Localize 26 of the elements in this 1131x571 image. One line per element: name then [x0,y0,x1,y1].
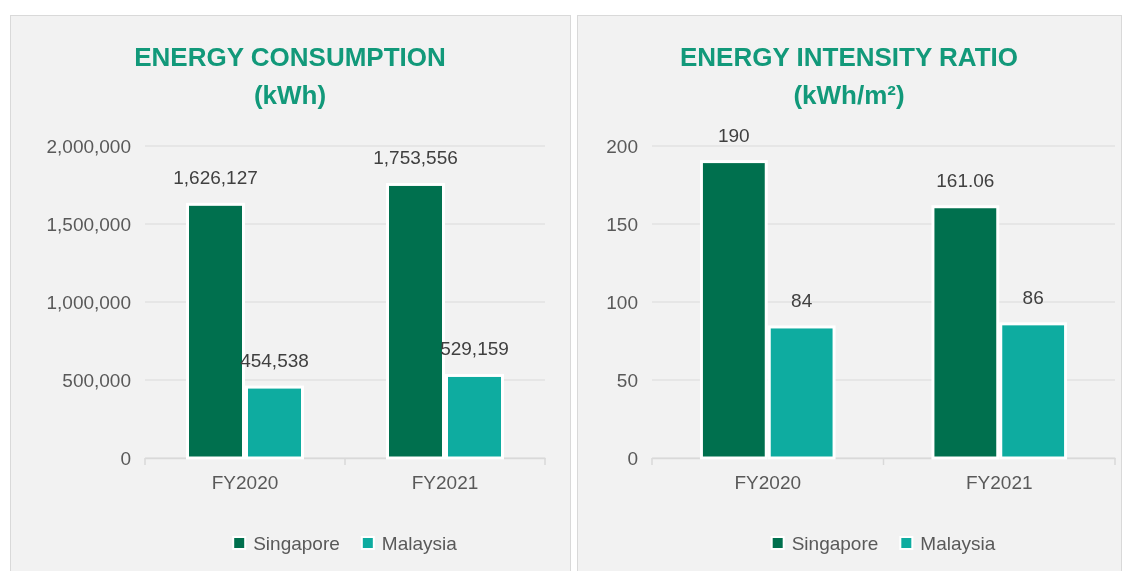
x-tick-label: FY2020 [211,472,279,494]
legend-label: Malaysia [381,533,458,554]
legend-label: Singapore [253,533,340,554]
y-tick-label: 1,000,000 [46,291,131,313]
y-tick-label: 100 [606,291,638,313]
chart-title: ENERGY CONSUMPTION (kWh) [134,42,446,110]
chart-title: ENERGY INTENSITY RATIO (kWh/m²) [679,42,1019,110]
data-label: 190 [717,124,750,146]
data-label: 84 [791,289,813,311]
legend-label: Malaysia [920,533,996,554]
y-tick-label: 500,000 [62,369,131,391]
data-label: 1,626,127 [173,167,258,189]
y-tick-label: 0 [120,447,131,469]
x-tick-label: FY2021 [411,472,479,494]
x-tick-label: FY2021 [965,472,1033,494]
data-label: 161.06 [936,169,995,191]
data-label: 1,753,556 [373,147,458,169]
y-tick-label: 200 [606,135,638,157]
y-tick-label: 0 [627,447,638,469]
y-tick-label: 2,000,000 [46,135,131,157]
x-tick-label: FY2020 [734,472,802,494]
data-label: 86 [1022,286,1044,308]
y-tick-label: 150 [606,213,638,235]
y-tick-label: 1,500,000 [46,213,131,235]
y-tick-label: 50 [616,369,638,391]
legend-label: Singapore [791,533,879,554]
